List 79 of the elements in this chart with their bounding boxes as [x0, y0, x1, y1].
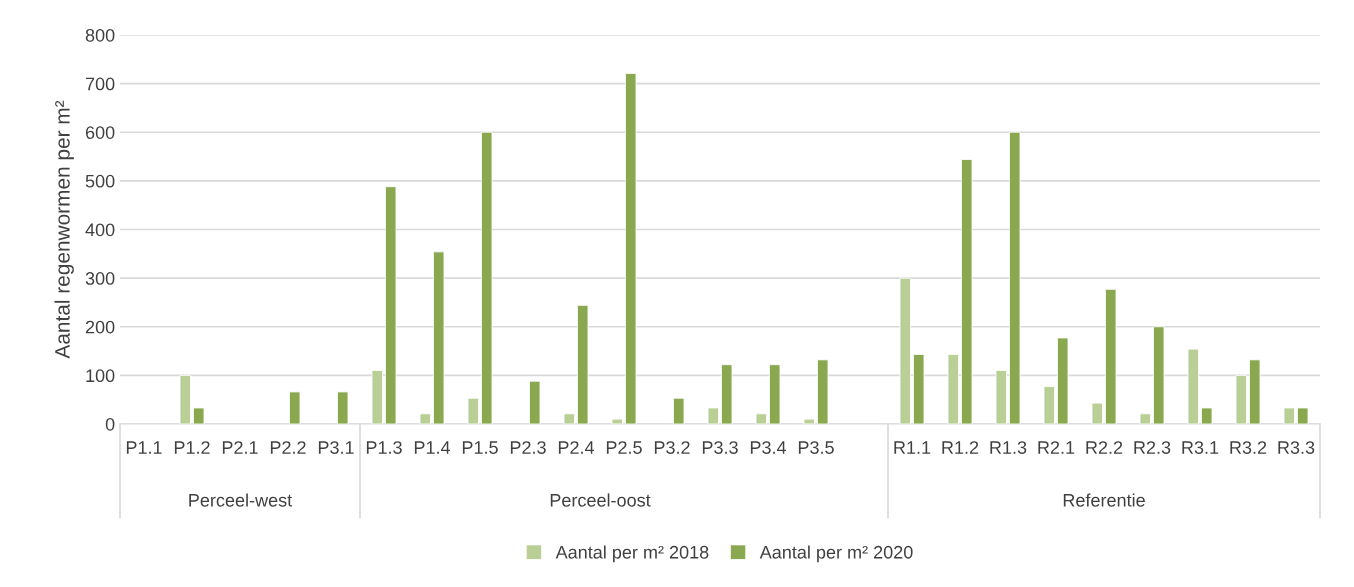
- bar: [817, 359, 829, 424]
- x-tick-label: P2.3: [510, 441, 546, 454]
- text: Perceel-oost: [550, 493, 651, 507]
- bar: [611, 418, 623, 424]
- bar: [179, 374, 191, 424]
- bar: [707, 407, 719, 424]
- bar: [371, 370, 383, 424]
- legend-label: Aantal per m² 2018: [555, 545, 709, 563]
- bar: [481, 131, 493, 424]
- bar: [755, 413, 767, 424]
- bar: [1201, 407, 1213, 424]
- bar: [1283, 407, 1295, 424]
- bar: [337, 391, 349, 424]
- x-tick-label: P2.5: [606, 441, 642, 454]
- x-tick-label: P3.1: [318, 441, 354, 454]
- x-tick-label: P3.3: [702, 441, 738, 454]
- bar: [1153, 326, 1165, 424]
- x-tick-label: R2.1: [1038, 441, 1075, 454]
- x-tick-label: P2.1: [222, 441, 258, 454]
- x-tick-label: R2.3: [1134, 441, 1171, 454]
- bar: [563, 413, 575, 424]
- bar: [947, 354, 959, 424]
- bar: [803, 418, 815, 424]
- x-tick-label: P1.1: [126, 441, 162, 454]
- bar: [1105, 288, 1117, 424]
- bar: [1043, 386, 1055, 424]
- y-axis-title: Aantal regenwormen per m²: [54, 100, 74, 359]
- bar: [1057, 337, 1069, 424]
- bar: [1249, 359, 1261, 424]
- x-tick-label: P3.4: [750, 441, 787, 454]
- bar: [467, 397, 479, 424]
- x-tick-label: P3.2: [654, 441, 690, 454]
- y-tick-label: 0: [105, 417, 115, 431]
- bar: [529, 380, 541, 424]
- y-tick-label: 700: [85, 77, 115, 91]
- bar: [193, 407, 205, 424]
- x-tick-label: R3.3: [1278, 441, 1315, 454]
- x-tick-label: P1.2: [174, 441, 210, 454]
- bar: [1235, 374, 1247, 424]
- bar: [673, 397, 685, 424]
- text: Referentie: [1063, 493, 1145, 507]
- bar: [433, 251, 445, 424]
- x-tick-label: R1.1: [894, 441, 931, 454]
- bar: [289, 391, 301, 424]
- bar: [1297, 407, 1309, 424]
- x-tick-label: P3.5: [798, 441, 834, 454]
- x-tick-label: P1.5: [462, 441, 498, 454]
- bar: [899, 277, 911, 424]
- x-tick-label: R2.2: [1086, 441, 1123, 454]
- y-tick-label: 800: [85, 28, 115, 42]
- bar: [721, 364, 733, 424]
- y-tick-label: 200: [85, 320, 115, 334]
- x-tick-label: P2.4: [558, 441, 595, 454]
- bar: [1139, 413, 1151, 424]
- bar: [913, 354, 925, 424]
- bar: [625, 72, 637, 424]
- bar: [769, 364, 781, 424]
- x-tick-label: P1.4: [414, 441, 451, 454]
- legend-label: Aantal per m² 2020: [759, 545, 913, 563]
- text: Perceel-west: [189, 493, 293, 507]
- x-tick-label: P1.3: [366, 441, 402, 454]
- x-tick-label: R1.2: [942, 441, 979, 454]
- bar: [577, 304, 589, 424]
- y-tick-label: 500: [85, 174, 115, 188]
- bar: [1009, 131, 1021, 424]
- x-tick-label: R3.2: [1230, 441, 1267, 454]
- y-tick-label: 300: [85, 272, 115, 285]
- bar: [385, 186, 397, 424]
- y-tick-label: 400: [85, 223, 115, 237]
- x-tick-label: P2.2: [270, 441, 306, 454]
- x-tick-label: R3.1: [1182, 441, 1219, 454]
- bar: [995, 370, 1007, 424]
- y-tick-label: 600: [85, 126, 115, 139]
- x-tick-label: R1.3: [990, 441, 1027, 454]
- y-tick-label: 100: [86, 369, 115, 383]
- bar: [1187, 348, 1199, 424]
- bar: [419, 413, 431, 424]
- bar: [961, 159, 973, 424]
- bar: [1091, 402, 1103, 424]
